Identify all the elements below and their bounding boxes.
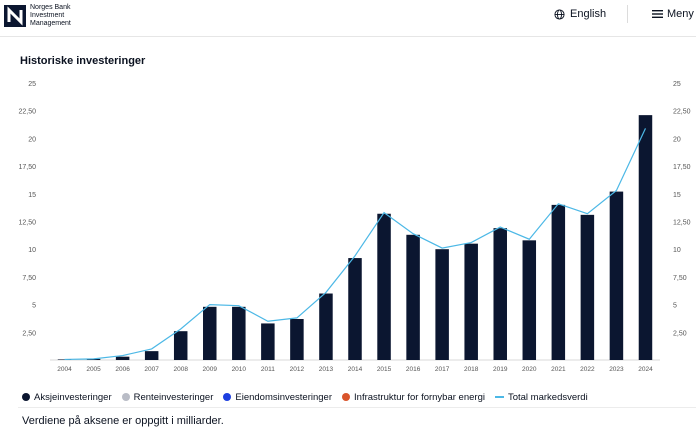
- y-tick-label-left: 15: [28, 192, 36, 199]
- legend-dot-marker: [223, 393, 232, 401]
- x-tick-label: 2018: [464, 366, 479, 373]
- globe-icon: [554, 8, 565, 20]
- y-tick-label-left: 17,50: [18, 164, 36, 171]
- x-tick-label: 2004: [57, 366, 72, 373]
- x-tick-label: 2015: [377, 366, 392, 373]
- y-tick-label-left: 25: [28, 81, 36, 88]
- y-tick-label-right: 17,50: [673, 164, 691, 171]
- legend-item[interactable]: Renteinvesteringer: [121, 391, 214, 403]
- language-label: English: [570, 8, 607, 20]
- x-tick-label: 2023: [609, 366, 624, 373]
- legend-label: Total markedsverdi: [507, 391, 588, 403]
- legend-item[interactable]: Infrastruktur for fornybar energi: [342, 392, 485, 403]
- x-tick-label: 2016: [406, 366, 421, 373]
- bar-aksjeinvesteringer: [57, 359, 72, 360]
- x-tick-label: 2024: [638, 366, 653, 373]
- axis-note: Verdiene på aksene er oppgitt i milliard…: [22, 415, 224, 427]
- legend-item[interactable]: Aksjeinvesteringer: [22, 392, 112, 403]
- x-tick-label: 2010: [232, 366, 247, 373]
- logo-text[interactable]: Norges Bank Investment Management: [30, 4, 71, 28]
- menu-button[interactable]: Meny: [652, 7, 694, 21]
- bar-aksjeinvesteringer: [580, 214, 595, 360]
- bar-aksjeinvesteringer: [232, 306, 246, 360]
- bar-aksjeinvesteringer: [435, 249, 449, 360]
- y-tick-label-left: 5: [32, 303, 36, 310]
- language-button[interactable]: English: [554, 7, 606, 21]
- x-tick-label: 2017: [435, 366, 450, 373]
- y-tick-label-left: 7,50: [22, 275, 36, 282]
- y-tick-label-left: 20: [28, 136, 36, 143]
- legend-divider: [18, 407, 696, 408]
- legend-label: Renteinvesteringer: [133, 391, 214, 403]
- bar-aksjeinvesteringer: [348, 258, 362, 360]
- x-tick-label: 2022: [580, 366, 595, 373]
- x-tick-label: 2007: [144, 366, 159, 373]
- bar-aksjeinvesteringer: [290, 319, 304, 360]
- investments-chart: 2,50 2,50 5 5 7,50 7,50 10 10 12,50 12,50 15 15 17,5…: [18, 81, 691, 373]
- chart-title: Historiske investeringer: [20, 55, 146, 67]
- bar-aksjeinvesteringer: [377, 213, 391, 360]
- y-tick-label-left: 22,50: [18, 109, 36, 116]
- y-tick-label-right: 5: [673, 303, 677, 310]
- x-tick-label: 2012: [290, 366, 305, 373]
- bar-aksjeinvesteringer: [609, 191, 624, 360]
- logo-line-3: Management: [30, 20, 71, 27]
- y-tick-label-right: 22,50: [673, 109, 691, 116]
- y-tick-label-right: 20: [673, 136, 681, 143]
- bar-aksjeinvesteringer: [638, 115, 653, 360]
- line-total-markedsverdi: [64, 128, 647, 361]
- y-tick-label-right: 2,50: [673, 330, 687, 337]
- bar-aksjeinvesteringer: [173, 331, 188, 360]
- legend-line-marker: [494, 396, 504, 398]
- header-divider: [627, 5, 628, 23]
- bar-aksjeinvesteringer: [261, 323, 275, 360]
- legend-label: Eiendomsinvesteringer: [235, 391, 333, 403]
- bar-aksjeinvesteringer: [406, 234, 420, 360]
- x-tick-label: 2008: [173, 366, 188, 373]
- x-tick-label: 2014: [348, 366, 363, 373]
- y-tick-label-right: 12,50: [673, 220, 691, 227]
- top-bar: Norges Bank Investment Management Englis…: [0, 0, 696, 37]
- x-tick-label: 2011: [261, 366, 275, 373]
- x-tick-label: 2005: [86, 366, 101, 373]
- legend-label: Aksjeinvesteringer: [34, 391, 112, 403]
- legend-dot-marker: [121, 393, 130, 401]
- y-tick-label-right: 7,50: [673, 275, 687, 282]
- bar-aksjeinvesteringer: [115, 356, 130, 360]
- bar-aksjeinvesteringer: [464, 243, 478, 360]
- x-tick-label: 2009: [203, 366, 218, 373]
- hamburger-icon: [652, 10, 663, 18]
- y-tick-label-left: 12,50: [18, 220, 36, 227]
- legend-item[interactable]: Total markedsverdi: [494, 391, 588, 403]
- x-tick-label: 2021: [551, 366, 566, 373]
- bar-aksjeinvesteringer: [522, 240, 537, 360]
- bar-aksjeinvesteringer: [144, 351, 159, 360]
- bar-aksjeinvesteringer: [551, 204, 566, 360]
- logo-line-1: Norges Bank: [30, 4, 71, 11]
- x-tick-label: 2013: [319, 366, 334, 373]
- bar-aksjeinvesteringer: [203, 306, 217, 360]
- x-tick-label: 2006: [115, 366, 130, 373]
- bar-aksjeinvesteringer: [319, 293, 333, 360]
- nbim-logo-icon[interactable]: [4, 5, 26, 27]
- chart-legend: Aksjeinvesteringer Renteinvesteringer Eien…: [22, 391, 588, 403]
- y-tick-label-right: 15: [673, 192, 681, 199]
- legend-item[interactable]: Eiendomsinvesteringer: [223, 392, 332, 403]
- legend-label: Infrastruktur for fornybar energi: [354, 391, 485, 403]
- y-tick-label-right: 10: [673, 247, 681, 254]
- bar-aksjeinvesteringer: [493, 228, 507, 360]
- legend-dot-marker: [22, 393, 30, 401]
- y-tick-label-left: 2,50: [22, 330, 36, 337]
- y-tick-label-left: 10: [28, 247, 36, 254]
- x-tick-label: 2020: [522, 366, 537, 373]
- logo-line-2: Investment: [30, 12, 65, 19]
- x-tick-label: 2019: [493, 366, 508, 373]
- menu-label: Meny: [667, 8, 694, 20]
- y-tick-label-right: 25: [673, 81, 681, 88]
- legend-dot-marker: [342, 393, 351, 401]
